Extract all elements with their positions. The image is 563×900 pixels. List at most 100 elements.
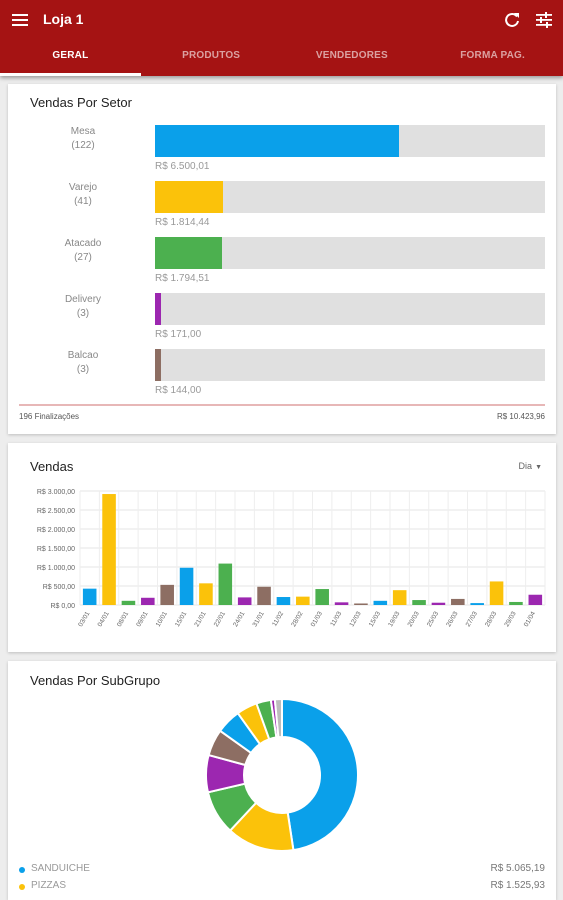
- sales-by-subgroup-card: Vendas Por SubGrupo SANDUICHE R$ 5.065,1…: [8, 661, 556, 900]
- x-tick-label: 11/03: [329, 610, 343, 628]
- store-title: Loja 1: [43, 11, 84, 27]
- x-tick-label: 20/03: [407, 610, 421, 628]
- sector-bar: [155, 349, 161, 381]
- y-tick-label: R$ 1.000,00: [37, 565, 75, 572]
- sales-bar-chart: R$ 0,00 R$ 500,00 R$ 1.000,00 R$ 1.500,00 R$…: [37, 489, 546, 628]
- sector-label: Atacado (27): [64, 238, 102, 263]
- x-tick-label: 12/03: [348, 610, 362, 628]
- x-tick-label: 25/03: [426, 610, 440, 628]
- sector-value: R$ 1.794,51: [155, 273, 210, 284]
- legend-item: SANDUICHE R$ 5.065,19: [19, 863, 545, 877]
- x-tick-label: 28/03: [484, 610, 498, 628]
- sales-bar: [334, 602, 349, 605]
- sector-value: R$ 171,00: [155, 329, 202, 340]
- tab-bar: GERAL PRODUTOS VENDEDORES FORMA PAG.: [0, 40, 563, 76]
- x-tick-label: 27/03: [465, 610, 479, 628]
- legend-label: PIZZAS: [31, 880, 67, 891]
- sales-bar: [431, 602, 446, 605]
- sales-bar: [373, 600, 388, 605]
- x-tick-label: 22/01: [213, 610, 227, 628]
- sector-value: R$ 6.500,01: [155, 161, 210, 172]
- refresh-icon[interactable]: [502, 10, 522, 30]
- sector-value: R$ 1.814,44: [155, 217, 210, 228]
- x-tick-label: 11/02: [271, 610, 285, 628]
- x-tick-label: 19/03: [387, 610, 401, 628]
- sector-bar: [155, 125, 399, 157]
- x-tick-label: 04/01: [97, 610, 111, 628]
- sales-bar: [276, 597, 291, 605]
- x-tick-label: 29/03: [503, 610, 517, 628]
- sales-bar: [451, 598, 465, 605]
- sales-bar: [489, 581, 504, 605]
- sales-bar: [392, 590, 407, 605]
- dropdown-caret-icon: ▼: [535, 464, 542, 471]
- sector-label: Varejo (41): [68, 182, 98, 207]
- sales-bar: [179, 567, 194, 605]
- sales-bar: [296, 596, 310, 605]
- sales-bar: [82, 588, 97, 605]
- sector-bar-track: [155, 349, 545, 381]
- x-tick-label: 03/01: [77, 610, 91, 628]
- sales-bar: [102, 494, 116, 605]
- sector-bar-track: [155, 293, 545, 325]
- y-tick-label: R$ 500,00: [43, 584, 75, 591]
- period-value: Dia: [518, 461, 533, 471]
- sales-bar: [199, 583, 213, 605]
- card-title: Vendas Por Setor: [30, 95, 132, 110]
- sector-label: Delivery (3): [64, 294, 102, 319]
- y-tick-label: R$ 2.500,00: [37, 508, 75, 515]
- tune-icon[interactable]: [534, 10, 554, 30]
- divider: [19, 404, 545, 406]
- sales-bar: [160, 584, 174, 605]
- sector-bar: [155, 237, 223, 269]
- donut-slice: [281, 697, 359, 852]
- donut-slice: [273, 697, 283, 739]
- legend-dot-icon: [19, 867, 25, 873]
- tab-vendedores[interactable]: VENDEDORES: [315, 50, 388, 61]
- sector-bar-track: [155, 125, 545, 157]
- sector-total: R$ 10.423,96: [496, 412, 545, 421]
- app-bar: Loja 1 GERAL PRODUTOS VENDEDORES FORMA P…: [0, 0, 563, 76]
- sales-bar: [528, 594, 543, 605]
- sector-bar-track: [155, 181, 545, 213]
- sector-value: R$ 144,00: [155, 385, 202, 396]
- sales-bar: [237, 597, 252, 605]
- legend-value: R$ 1.525,93: [490, 880, 546, 891]
- sector-label: Mesa (122): [70, 126, 96, 151]
- x-tick-label: 15/03: [368, 610, 382, 628]
- sales-bar: [412, 600, 426, 605]
- x-tick-label: 15/01: [174, 610, 188, 628]
- sales-bar: [315, 589, 329, 605]
- sales-bar: [257, 586, 271, 605]
- x-tick-label: 24/01: [232, 610, 246, 628]
- sector-label: Balcao (3): [67, 350, 99, 375]
- y-tick-label: R$ 2.000,00: [37, 527, 75, 534]
- x-tick-label: 28/02: [290, 610, 304, 628]
- sales-bar: [218, 563, 233, 605]
- tab-geral[interactable]: GERAL: [0, 40, 141, 76]
- x-tick-label: 31/01: [252, 610, 266, 628]
- x-tick-label: 08/01: [116, 610, 130, 628]
- sales-bar: [141, 597, 155, 605]
- legend-dot-icon: [19, 884, 25, 890]
- y-tick-label: R$ 1.500,00: [37, 546, 75, 553]
- sector-row: Varejo (41) R$ 1.814,44: [8, 180, 556, 236]
- x-tick-label: 21/01: [193, 610, 207, 628]
- legend-item: PIZZAS R$ 1.525,93: [19, 880, 545, 894]
- menu-icon[interactable]: [10, 10, 30, 30]
- legend-label: SANDUICHE: [31, 863, 90, 874]
- x-tick-label: 01/03: [310, 610, 324, 628]
- sales-bar: [354, 603, 368, 605]
- sales-bar: [121, 600, 136, 605]
- legend-value: R$ 5.065,19: [490, 863, 546, 874]
- tab-forma-pag[interactable]: FORMA PAG.: [460, 50, 526, 61]
- x-tick-label: 10/01: [155, 610, 169, 628]
- y-tick-label: R$ 3.000,00: [37, 489, 75, 496]
- sector-row: Delivery (3) R$ 171,00: [8, 292, 556, 348]
- card-title: Vendas: [30, 459, 74, 474]
- tab-produtos[interactable]: PRODUTOS: [182, 50, 241, 61]
- x-tick-label: 26/03: [445, 610, 459, 628]
- y-tick-label: R$ 0,00: [50, 603, 75, 610]
- period-dropdown[interactable]: Dia ▼: [519, 461, 542, 471]
- sector-bar-track: [155, 237, 545, 269]
